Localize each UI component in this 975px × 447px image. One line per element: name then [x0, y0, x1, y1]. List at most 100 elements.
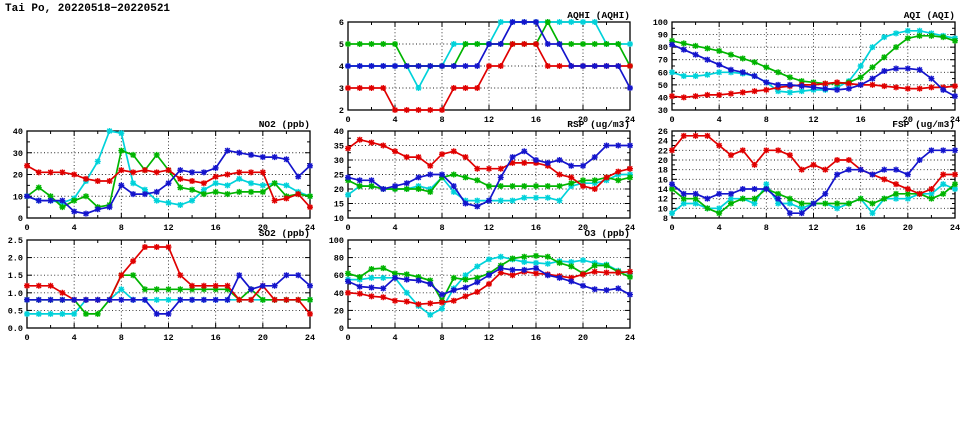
- y-tick-label: 1.0: [8, 289, 23, 299]
- chart-title-aqhi: AQHI (AQHI): [567, 10, 630, 21]
- x-tick-label: 0: [345, 223, 350, 233]
- x-tick-label: 20: [903, 115, 913, 125]
- x-tick-label: 24: [625, 333, 635, 343]
- x-tick-label: 8: [439, 115, 444, 125]
- series-blue-line: [348, 21, 631, 89]
- x-tick-label: 8: [439, 223, 444, 233]
- chart-title-rsp: RSP (ug/m3): [567, 119, 630, 130]
- x-tick-label: 4: [72, 333, 77, 343]
- x-tick-label: 20: [258, 333, 268, 343]
- y-tick-label: 1.5: [8, 271, 23, 281]
- x-tick-label: 12: [484, 115, 494, 125]
- y-tick-label: 90: [658, 31, 668, 41]
- x-tick-label: 24: [625, 223, 635, 233]
- x-tick-label: 12: [163, 333, 173, 343]
- x-tick-label: 4: [392, 115, 397, 125]
- y-tick-label: 0: [339, 324, 344, 334]
- chart-aqi: 0 4 8 12 16 20 24 30 40 50 60 70 80 90 100 AQI (AQI): [653, 10, 960, 125]
- y-tick-label: 60: [658, 68, 668, 78]
- y-tick-label: 15: [334, 200, 344, 210]
- x-tick-label: 4: [72, 223, 77, 233]
- x-tick-label: 16: [856, 115, 866, 125]
- chart-o3: 0 4 8 12 16 20 24 0 20 40 60 80 100 O3 (ppb): [329, 228, 635, 343]
- chart-title-aqi: AQI (AQI): [904, 10, 955, 21]
- y-tick-label: 40: [334, 127, 344, 137]
- x-tick-label: 8: [439, 333, 444, 343]
- y-tick-label: 35: [334, 142, 344, 152]
- x-tick-label: 20: [258, 223, 268, 233]
- plot-border: [347, 130, 631, 219]
- y-tick-label: 18: [658, 166, 668, 176]
- x-tick-label: 12: [808, 223, 818, 233]
- x-tick-label: 24: [950, 223, 960, 233]
- x-tick-label: 8: [764, 223, 769, 233]
- x-tick-label: 4: [717, 223, 722, 233]
- y-tick-label: 100: [329, 236, 344, 246]
- series-red-markers: [345, 268, 633, 308]
- y-tick-label: 40: [334, 289, 344, 299]
- y-tick-label: 100: [653, 18, 668, 28]
- x-tick-label: 16: [211, 333, 221, 343]
- x-tick-label: 24: [305, 333, 315, 343]
- x-tick-label: 12: [484, 223, 494, 233]
- x-tick-label: 4: [392, 333, 397, 343]
- chart-title-so2: SO2 (ppb): [259, 228, 310, 239]
- y-tick-label: 0.0: [8, 324, 23, 334]
- series-blue-markers: [669, 41, 958, 100]
- x-tick-label: 12: [808, 115, 818, 125]
- y-tick-label: 2: [339, 106, 344, 116]
- x-tick-label: 4: [717, 115, 722, 125]
- y-tick-label: 50: [658, 81, 668, 91]
- chart-aqhi: 0 4 8 12 16 20 24 2 3 4 5 6 AQHI (AQHI): [339, 10, 635, 125]
- y-tick-label: 40: [13, 127, 23, 137]
- x-tick-label: 20: [578, 223, 588, 233]
- y-tick-label: 10: [334, 214, 344, 224]
- chart-so2: 0 4 8 12 16 20 24 0.0 0.5 1.0 1.5 2.0 2.5 SO2 (ppb): [8, 228, 315, 343]
- series-red-line: [347, 138, 631, 190]
- y-tick-label: 20: [13, 171, 23, 181]
- x-tick-label: 24: [625, 115, 635, 125]
- y-tick-label: 10: [13, 192, 23, 202]
- y-tick-label: 25: [334, 171, 344, 181]
- series-red-markers: [24, 162, 313, 211]
- chart-no2: 0 4 8 12 16 20 24 0 10 20 30 40 NO2 (ppb): [13, 119, 315, 233]
- y-tick-label: 26: [658, 127, 668, 137]
- x-tick-label: 8: [119, 333, 124, 343]
- y-tick-label: 4: [339, 62, 344, 72]
- x-tick-label: 8: [764, 115, 769, 125]
- x-tick-label: 0: [24, 333, 29, 343]
- x-tick-label: 16: [531, 333, 541, 343]
- x-tick-label: 20: [903, 223, 913, 233]
- x-tick-label: 16: [531, 223, 541, 233]
- chart-title-fsp: FSP (ug/m3): [892, 119, 955, 130]
- y-tick-label: 24: [658, 137, 668, 147]
- y-tick-label: 0: [18, 214, 23, 224]
- x-tick-label: 0: [669, 223, 674, 233]
- x-tick-label: 0: [24, 223, 29, 233]
- x-tick-label: 16: [856, 223, 866, 233]
- x-tick-label: 0: [669, 115, 674, 125]
- y-tick-label: 20: [658, 156, 668, 166]
- y-tick-label: 30: [334, 156, 344, 166]
- series-blue-markers: [345, 265, 633, 298]
- chart-title-no2: NO2 (ppb): [259, 119, 310, 130]
- y-tick-label: 20: [334, 185, 344, 195]
- y-tick-label: 20: [334, 306, 344, 316]
- series-blue-markers: [24, 272, 313, 317]
- x-tick-label: 24: [950, 115, 960, 125]
- series-cyan-line: [671, 183, 956, 215]
- y-tick-label: 2.5: [8, 236, 23, 246]
- y-tick-label: 14: [658, 185, 668, 195]
- chart-rsp: 0 4 8 12 16 20 24 10 15 20 25 30 35 40 RSP (ug/m3): [334, 119, 635, 233]
- y-tick-label: 40: [658, 93, 668, 103]
- y-tick-label: 3: [339, 84, 344, 94]
- y-tick-label: 80: [334, 254, 344, 264]
- series-blue-markers: [24, 147, 313, 217]
- page-title: Tai Po, 20220518−20220521: [5, 3, 171, 15]
- x-tick-label: 12: [484, 333, 494, 343]
- x-tick-label: 4: [392, 223, 397, 233]
- x-tick-label: 0: [345, 333, 350, 343]
- x-tick-label: 16: [531, 115, 541, 125]
